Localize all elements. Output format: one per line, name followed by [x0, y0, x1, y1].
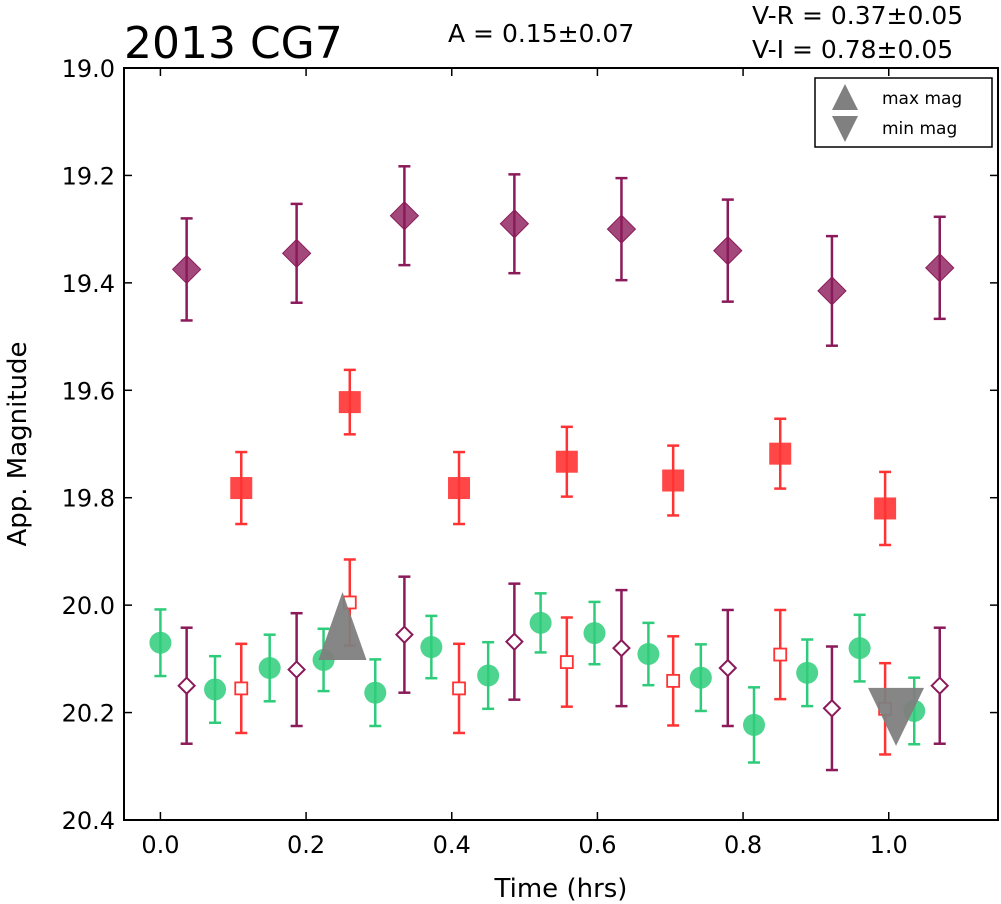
data-point	[555, 450, 578, 473]
min-mag-marker	[868, 687, 925, 746]
x-tick-label: 0.0	[141, 831, 179, 859]
data-point	[822, 698, 842, 718]
data-point	[504, 632, 524, 652]
plot-frame	[123, 67, 999, 821]
data-point	[452, 681, 466, 696]
x-axis-label: Time (hrs)	[494, 874, 628, 904]
x-tick-label: 0.2	[287, 831, 325, 859]
data-point	[925, 253, 955, 283]
legend-marker-triangle-down	[832, 116, 858, 142]
y-tick-label: 20.2	[62, 700, 115, 728]
data-point	[287, 660, 307, 680]
data-point	[149, 631, 172, 654]
data-point	[559, 655, 574, 669]
data-point	[666, 673, 681, 688]
data-point	[338, 391, 361, 414]
data-point	[930, 676, 950, 696]
legend-marker-triangle-up	[832, 84, 858, 110]
data-point	[612, 638, 631, 658]
legend-label: min mag	[882, 119, 957, 139]
data-point	[743, 713, 766, 736]
x-tick-label: 0.4	[433, 831, 471, 859]
legend-label: max mag	[882, 89, 962, 109]
plot-area	[149, 165, 955, 772]
data-point	[662, 469, 685, 492]
data-point	[773, 647, 788, 662]
y-tick-label: 19.4	[62, 270, 115, 298]
data-point	[637, 643, 660, 666]
data-point	[204, 678, 227, 701]
data-point	[364, 681, 387, 704]
data-point	[281, 238, 312, 269]
data-point	[817, 276, 847, 306]
data-point	[177, 676, 197, 696]
y-tick-label: 19.8	[62, 485, 115, 513]
max-mag-marker	[318, 592, 367, 660]
amplitude-label: A = 0.15±0.07	[448, 19, 634, 48]
y-tick-label: 19.2	[62, 162, 115, 190]
y-tick-label: 20.0	[62, 592, 115, 620]
data-point	[171, 254, 202, 285]
data-point	[230, 477, 253, 500]
color-vr-label: V-R = 0.37±0.05	[752, 1, 963, 30]
data-point	[448, 477, 471, 500]
data-point	[420, 636, 443, 659]
data-point	[234, 681, 249, 696]
x-tick-label: 1.0	[870, 831, 908, 859]
axis-ticks: 0.0 0.2 0.4 0.6 0.8 1.0 19.0 19.2 19.4 19.6 19.8 20…	[62, 55, 998, 859]
data-point	[394, 625, 414, 645]
y-tick-label: 20.4	[62, 807, 115, 835]
y-tick-label: 19.6	[62, 377, 115, 405]
data-point	[477, 664, 500, 687]
data-point	[718, 658, 738, 678]
color-vi-label: V-I = 0.78±0.05	[752, 35, 953, 64]
chart-title: 2013 CG7	[124, 18, 343, 69]
data-point	[389, 201, 420, 231]
data-point	[689, 666, 712, 689]
data-point	[606, 214, 637, 244]
data-point	[796, 661, 819, 684]
data-point	[848, 637, 871, 660]
data-point	[529, 611, 552, 634]
legend: max mag min mag	[814, 77, 993, 148]
y-axis-label: App. Magnitude	[3, 341, 33, 546]
x-tick-label: 0.6	[578, 831, 616, 859]
data-point	[583, 622, 606, 645]
data-point	[258, 656, 281, 679]
data-point	[874, 497, 897, 520]
data-point	[769, 442, 792, 465]
y-tick-label: 19.0	[62, 55, 115, 83]
data-point	[713, 235, 743, 266]
data-point	[499, 209, 530, 239]
x-tick-label: 0.8	[724, 831, 762, 859]
